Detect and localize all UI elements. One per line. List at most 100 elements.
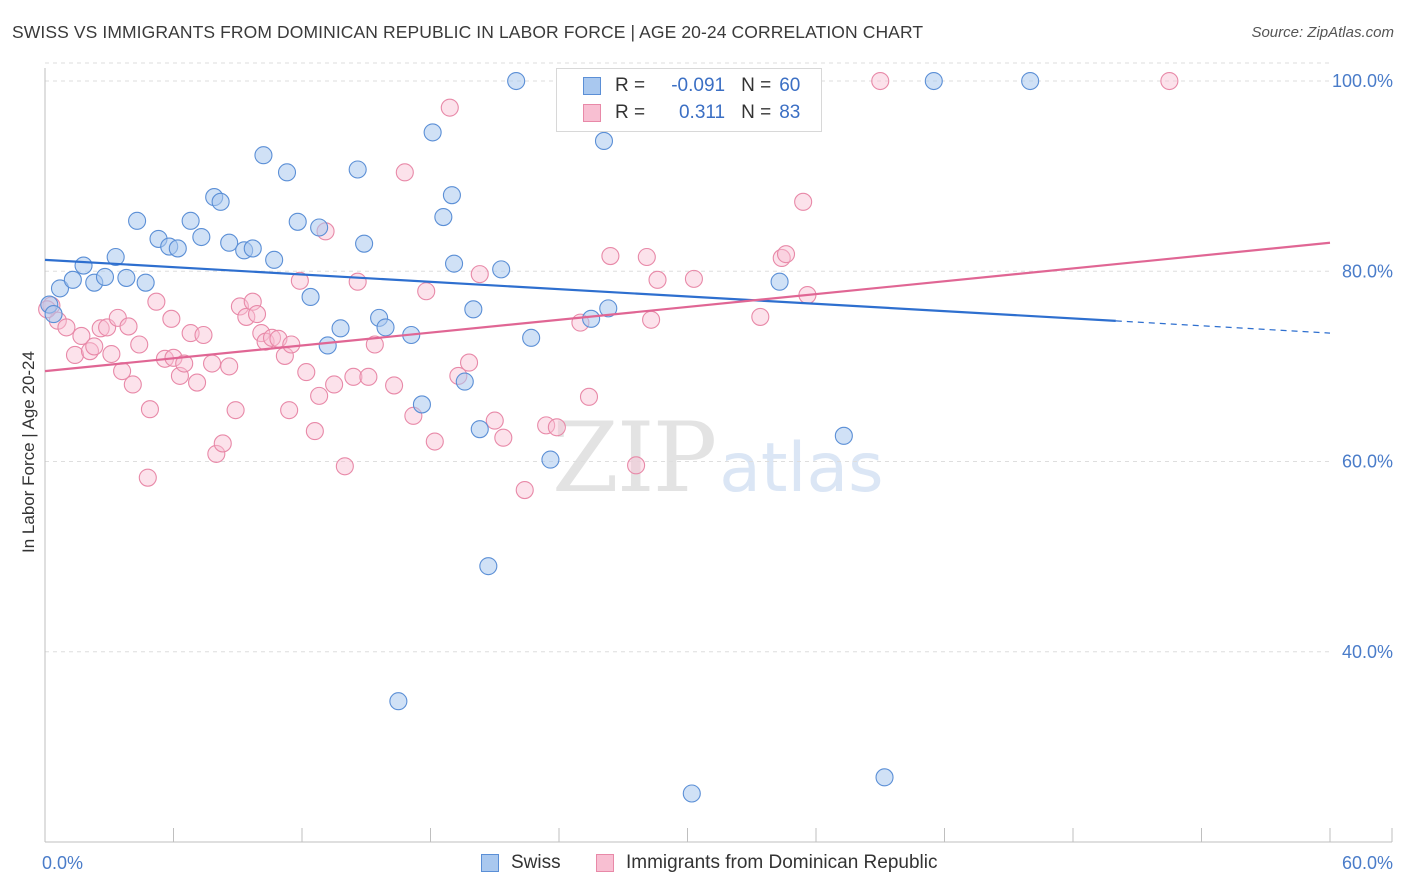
swiss-point xyxy=(211,192,230,211)
legend-item-swiss[interactable]: Swiss xyxy=(481,852,561,874)
chart-title: SWISS VS IMMIGRANTS FROM DOMINICAN REPUB… xyxy=(12,22,924,42)
dominican-point xyxy=(237,307,256,326)
legend-swatch-dominican xyxy=(583,104,601,122)
dominican-point xyxy=(262,328,282,347)
dominican-point xyxy=(194,325,213,345)
dominican-point xyxy=(485,411,504,430)
swiss-point xyxy=(117,268,136,287)
dominican-point xyxy=(601,246,620,266)
swiss-point xyxy=(770,272,789,291)
swiss-point xyxy=(318,336,337,355)
dominican-point xyxy=(65,345,85,365)
swiss-point xyxy=(470,420,489,439)
dominican-point xyxy=(175,354,194,373)
dominican-point xyxy=(417,282,436,301)
dominican-point xyxy=(138,468,157,487)
swiss-point xyxy=(541,450,560,469)
dominican-point xyxy=(579,387,599,406)
dominican-point xyxy=(425,432,444,451)
watermark-zip: ZIP xyxy=(552,402,717,514)
dominican-point xyxy=(871,71,890,91)
swiss-point xyxy=(389,692,408,711)
y-tick-label: 60.0% xyxy=(1342,452,1393,472)
dominican-point xyxy=(1160,71,1179,91)
swiss-point xyxy=(507,71,526,91)
swiss-point xyxy=(220,233,239,252)
dominican-points-layer xyxy=(38,71,1179,500)
dominican-point xyxy=(130,335,149,354)
swiss-point xyxy=(348,160,367,179)
y-tick-label: 80.0% xyxy=(1342,261,1393,281)
dominican-point xyxy=(252,324,271,343)
dominican-point xyxy=(85,337,104,356)
dominican-point xyxy=(203,354,222,373)
dominican-point xyxy=(213,434,232,453)
dominican-point xyxy=(123,375,142,394)
y-tick-label: 100.0% xyxy=(1332,71,1393,91)
legend-r-value-swiss: -0.091 xyxy=(671,75,726,96)
swiss-point xyxy=(301,287,320,307)
dominican-point xyxy=(91,319,110,338)
swiss-point xyxy=(594,131,614,151)
dominican-point xyxy=(282,335,301,354)
x-tick-label: 0.0% xyxy=(42,853,83,873)
legend-r-label: R = xyxy=(615,75,646,96)
dominican-point xyxy=(385,376,404,395)
legend-label-swiss: Swiss xyxy=(511,852,561,873)
dominican-point xyxy=(776,245,796,264)
swiss-point xyxy=(599,299,618,318)
swiss-point xyxy=(479,557,498,576)
dominican-point xyxy=(359,367,378,386)
swiss-point xyxy=(168,239,187,258)
dominican-point xyxy=(247,305,267,324)
series-legend: Swiss Immigrants from Dominican Republic xyxy=(0,850,1406,878)
dominican-point xyxy=(188,373,207,392)
dominican-point xyxy=(348,272,367,291)
legend-row-dominican: R = 0.311 N = 83 xyxy=(583,101,800,125)
watermark: ZIPatlas xyxy=(552,402,884,514)
axis-layer xyxy=(44,68,1393,843)
dominican-point xyxy=(290,271,309,290)
swiss-point xyxy=(582,309,601,328)
dominican-point xyxy=(226,401,245,420)
dominican-point xyxy=(335,457,354,476)
swiss-point xyxy=(331,319,350,338)
dominican-point xyxy=(642,310,661,329)
swiss-point xyxy=(355,234,374,253)
dominican-point xyxy=(365,335,384,354)
trend-layer xyxy=(44,241,1331,373)
grid-layer xyxy=(45,62,1330,653)
y-tick-label: 40.0% xyxy=(1342,642,1393,662)
watermark-atlas: atlas xyxy=(719,429,884,508)
swiss-point xyxy=(254,146,273,165)
swiss-point xyxy=(376,318,395,337)
swiss-point xyxy=(464,300,483,319)
dominican-point xyxy=(140,400,159,419)
dominican-point xyxy=(459,353,479,372)
legend-r-value-dominican: 0.311 xyxy=(678,102,726,123)
swiss-point xyxy=(181,211,200,230)
legend-swatch-dominican xyxy=(596,854,614,872)
swiss-point xyxy=(136,273,155,292)
legend-n-value-swiss: 60 xyxy=(779,75,801,96)
dominican-point xyxy=(794,192,813,211)
swiss-point xyxy=(455,372,474,391)
dominican-point xyxy=(305,422,324,441)
swiss-point xyxy=(277,163,297,182)
legend-r-label: R = xyxy=(615,102,646,123)
dominican-point xyxy=(119,317,138,336)
swiss-points-layer xyxy=(40,71,1040,803)
legend-row-swiss: R = -0.091 N = 60 xyxy=(583,74,800,98)
swiss-point xyxy=(265,250,284,269)
label-layer: 40.0% 60.0% 80.0% 100.0% 0.0% 60.0% In Labor F… xyxy=(19,71,1393,873)
dominican-point xyxy=(547,418,566,437)
dominican-point xyxy=(344,367,363,386)
swiss-point xyxy=(288,212,307,231)
legend-label-dominican: Immigrants from Dominican Republic xyxy=(626,852,938,873)
swiss-point xyxy=(834,426,853,445)
swiss-point xyxy=(50,279,70,298)
legend-item-dominican[interactable]: Immigrants from Dominican Republic xyxy=(596,852,938,874)
source-credit: Source: ZipAtlas.com xyxy=(1251,24,1394,41)
dominican-point xyxy=(325,375,344,394)
